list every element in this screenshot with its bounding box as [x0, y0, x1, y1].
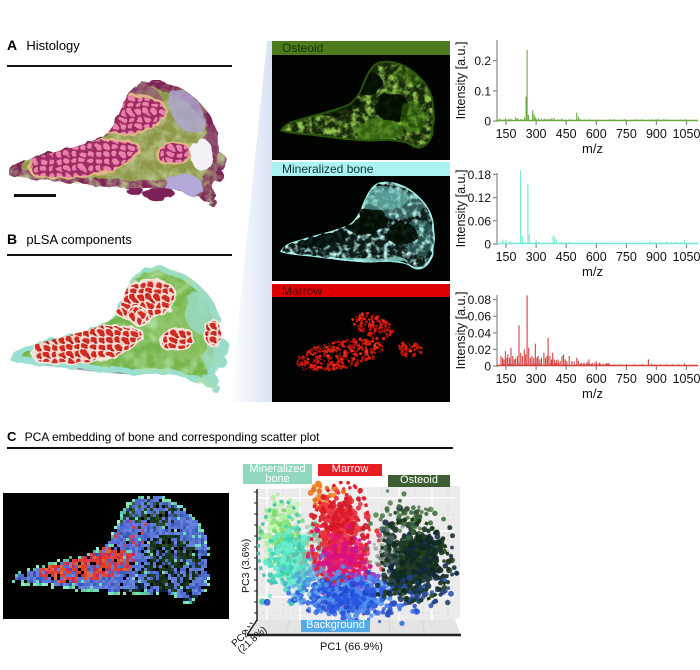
svg-text:0.2: 0.2 [474, 54, 491, 68]
svg-text:600: 600 [586, 127, 607, 141]
svg-text:900: 900 [646, 372, 667, 386]
svg-text:0.04: 0.04 [468, 326, 492, 340]
svg-text:450: 450 [556, 372, 577, 386]
svg-text:0: 0 [484, 115, 491, 129]
svg-text:0.06: 0.06 [468, 214, 492, 228]
svg-text:0.12: 0.12 [468, 191, 492, 205]
svg-text:300: 300 [526, 250, 547, 264]
svg-text:1050: 1050 [673, 127, 700, 141]
svg-text:0.02: 0.02 [468, 343, 492, 357]
svg-text:0: 0 [484, 360, 491, 374]
svg-text:750: 750 [616, 127, 637, 141]
svg-text:0: 0 [484, 238, 491, 252]
svg-text:150: 150 [496, 372, 517, 386]
svg-text:0.18: 0.18 [468, 168, 492, 182]
svg-text:m/z: m/z [582, 386, 603, 401]
svg-text:1050: 1050 [673, 372, 700, 386]
svg-text:300: 300 [526, 127, 547, 141]
svg-text:300: 300 [526, 372, 547, 386]
svg-text:150: 150 [496, 127, 517, 141]
svg-text:600: 600 [586, 250, 607, 264]
svg-text:900: 900 [646, 127, 667, 141]
svg-text:450: 450 [556, 250, 577, 264]
svg-text:600: 600 [586, 372, 607, 386]
svg-text:750: 750 [616, 372, 637, 386]
svg-text:0.06: 0.06 [468, 310, 492, 324]
svg-text:1050: 1050 [673, 250, 700, 264]
svg-text:900: 900 [646, 250, 667, 264]
svg-text:750: 750 [616, 250, 637, 264]
svg-text:m/z: m/z [582, 264, 603, 279]
svg-text:0.08: 0.08 [468, 293, 492, 307]
svg-text:Intensity [a.u.]: Intensity [a.u.] [455, 170, 468, 248]
svg-text:Intensity [a.u.]: Intensity [a.u.] [455, 42, 468, 120]
svg-text:Intensity [a.u.]: Intensity [a.u.] [455, 292, 468, 370]
svg-text:450: 450 [556, 127, 577, 141]
svg-text:150: 150 [496, 250, 517, 264]
svg-text:m/z: m/z [582, 141, 603, 156]
svg-text:0.1: 0.1 [474, 84, 491, 98]
